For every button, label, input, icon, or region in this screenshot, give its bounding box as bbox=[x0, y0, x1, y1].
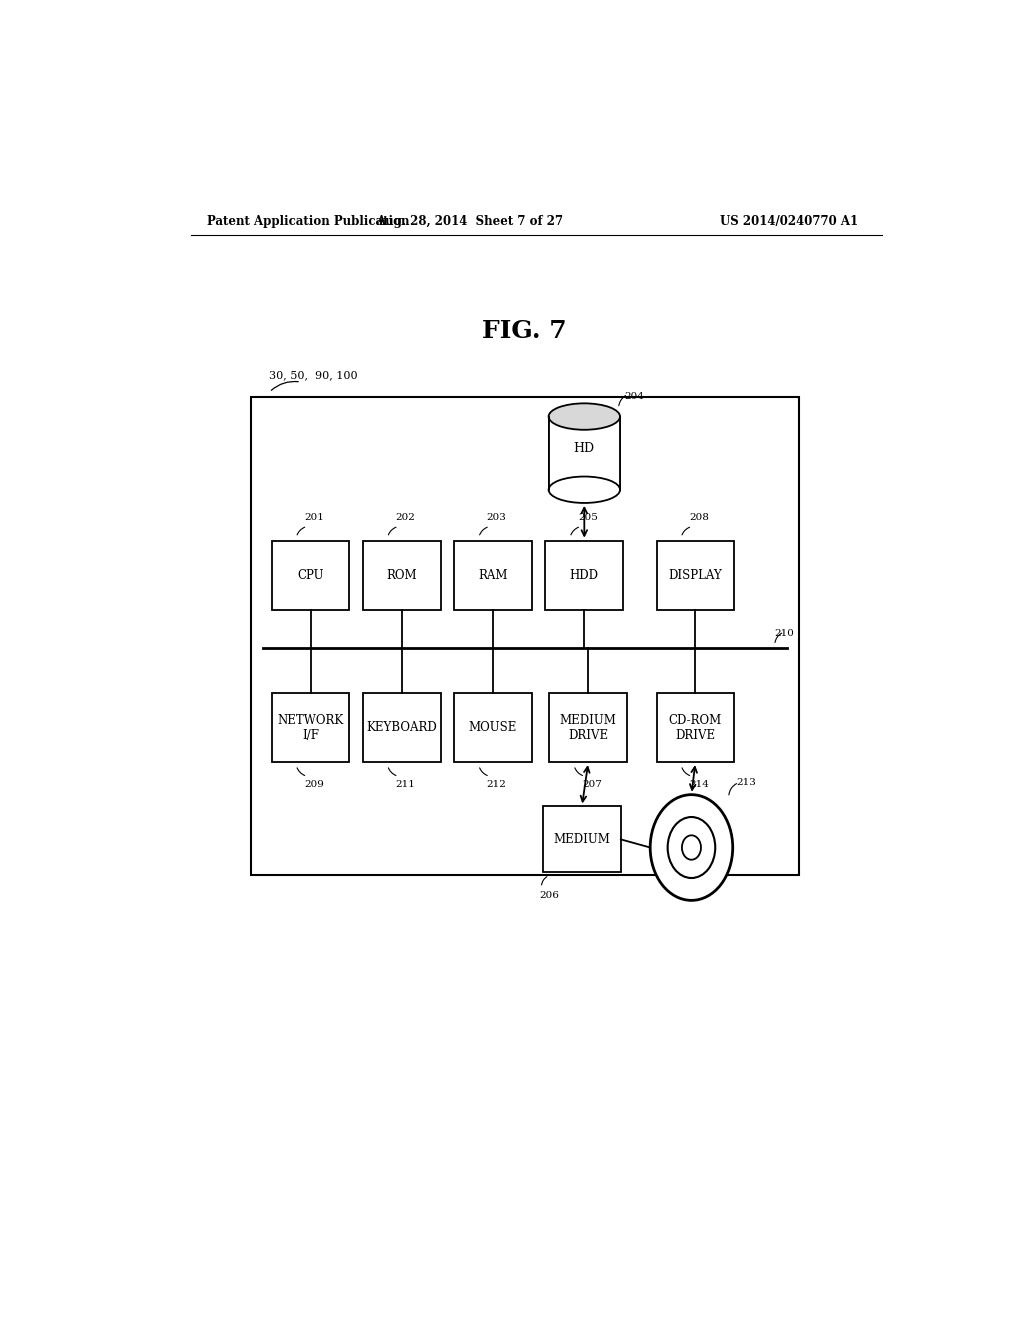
Bar bbox=[362, 693, 440, 762]
Text: MEDIUM: MEDIUM bbox=[554, 833, 610, 846]
Text: KEYBOARD: KEYBOARD bbox=[367, 721, 437, 734]
Text: HDD: HDD bbox=[569, 569, 599, 582]
Circle shape bbox=[650, 795, 733, 900]
Text: 210: 210 bbox=[775, 630, 795, 638]
Bar bbox=[543, 807, 621, 873]
Text: CPU: CPU bbox=[297, 569, 324, 582]
Text: 30, 50,  90, 100: 30, 50, 90, 100 bbox=[269, 370, 357, 380]
Text: US 2014/0240770 A1: US 2014/0240770 A1 bbox=[720, 215, 858, 228]
Text: MEDIUM
DRIVE: MEDIUM DRIVE bbox=[560, 714, 616, 742]
Text: ROM: ROM bbox=[386, 569, 417, 582]
Text: 204: 204 bbox=[624, 392, 644, 401]
Bar bbox=[251, 397, 799, 875]
Bar bbox=[271, 541, 349, 610]
Bar bbox=[546, 541, 624, 610]
Text: 213: 213 bbox=[736, 777, 757, 787]
Text: NETWORK
I/F: NETWORK I/F bbox=[278, 714, 344, 742]
Bar bbox=[549, 417, 620, 490]
Text: 203: 203 bbox=[486, 513, 507, 523]
Text: Patent Application Publication: Patent Application Publication bbox=[207, 215, 410, 228]
Text: CD-ROM
DRIVE: CD-ROM DRIVE bbox=[669, 714, 722, 742]
Text: 206: 206 bbox=[539, 891, 559, 900]
Text: 201: 201 bbox=[304, 513, 324, 523]
Bar bbox=[656, 693, 734, 762]
Circle shape bbox=[668, 817, 716, 878]
Text: 211: 211 bbox=[395, 780, 416, 789]
Bar bbox=[271, 693, 349, 762]
Text: 214: 214 bbox=[689, 780, 709, 789]
Text: 208: 208 bbox=[689, 513, 709, 523]
Text: 209: 209 bbox=[304, 780, 324, 789]
Text: DISPLAY: DISPLAY bbox=[669, 569, 722, 582]
Bar bbox=[656, 541, 734, 610]
Text: 202: 202 bbox=[395, 513, 416, 523]
Bar bbox=[455, 541, 531, 610]
Circle shape bbox=[682, 836, 701, 859]
Bar bbox=[362, 541, 440, 610]
Text: Aug. 28, 2014  Sheet 7 of 27: Aug. 28, 2014 Sheet 7 of 27 bbox=[376, 215, 563, 228]
Text: MOUSE: MOUSE bbox=[469, 721, 517, 734]
Bar bbox=[550, 693, 627, 762]
Text: HD: HD bbox=[573, 442, 595, 454]
Text: 212: 212 bbox=[486, 780, 507, 789]
Ellipse shape bbox=[549, 477, 620, 503]
Text: 207: 207 bbox=[582, 780, 602, 789]
Bar bbox=[455, 693, 531, 762]
Text: 205: 205 bbox=[578, 513, 598, 523]
Text: RAM: RAM bbox=[478, 569, 508, 582]
Text: FIG. 7: FIG. 7 bbox=[482, 319, 567, 343]
Ellipse shape bbox=[549, 404, 620, 430]
